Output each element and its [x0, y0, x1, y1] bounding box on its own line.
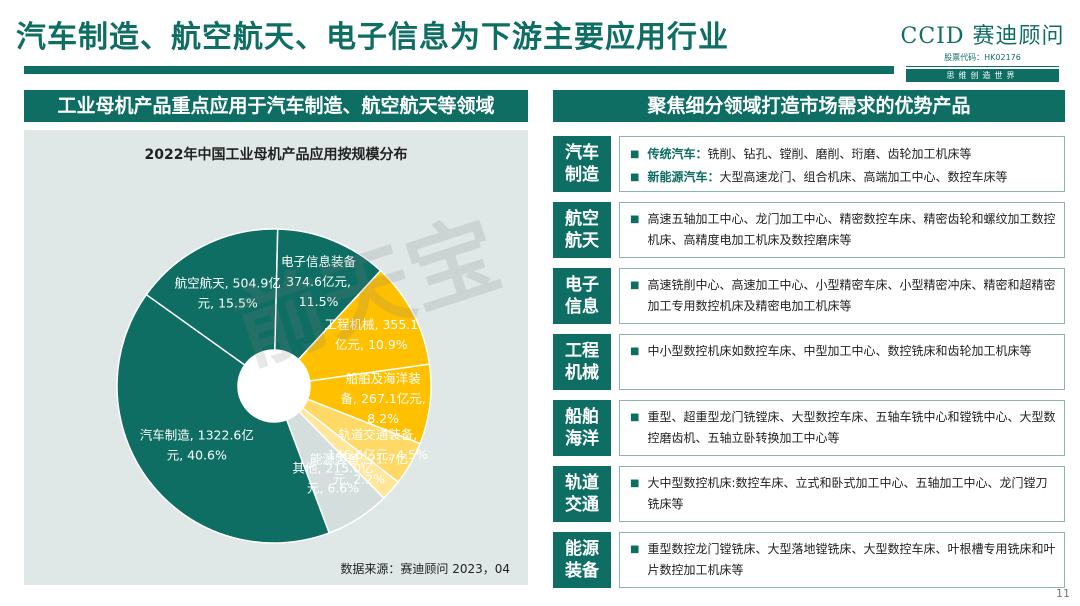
- right-panel-heading: 聚焦细分领域打造市场需求的优势产品: [553, 90, 1065, 122]
- bullet-icon: ■: [630, 172, 640, 183]
- donut-chart: 航空航天, 504.9亿元, 15.5%电子信息装备 374.6亿元, 11.5%工…: [116, 228, 432, 544]
- slice-label: 电子信息装备 374.6亿元, 11.5%: [281, 254, 357, 309]
- slice-label-line: 船舶及海洋装: [346, 371, 421, 386]
- row-item: ■ 高速五轴加工中心、龙门加工中心、精密数控车床、精密齿轮和螺纹加工数控机床、高精…: [630, 209, 1056, 251]
- slice-label-line: 元, 40.6%: [167, 447, 227, 462]
- slice-label-line: 元, 15.5%: [198, 295, 258, 310]
- brand-slogan: 思维创造世界: [906, 69, 1059, 82]
- bullet-icon: ■: [630, 478, 640, 489]
- slice-label-line: 能源装备, 71.7亿: [310, 452, 408, 467]
- application-row: 工程机械 ■ 中小型数控机床如数控车床、中型加工中心、数控铣床和齿轮加工机床等: [553, 334, 1065, 390]
- bullet-icon: ■: [630, 544, 640, 555]
- slice-label-line: 亿元, 10.9%: [335, 337, 408, 352]
- bullet-icon: ■: [630, 412, 640, 423]
- application-row: 能源装备 ■ 重型数控龙门镗铣床、大型落地镗铣床、大型数控车床、叶根槽专用铣床和叶片…: [553, 532, 1065, 588]
- row-item-text: 大型高速龙门、组合机床、高端加工中心、数控车床等: [719, 170, 1008, 184]
- row-label: 船舶海洋: [553, 400, 611, 456]
- application-row: 轨道交通 ■ 大中型数控机床:数控车床、立式和卧式加工中心、五轴加工中心、龙门镗刀铣…: [553, 466, 1065, 522]
- brand-logo: CCID 赛迪顾问 股票代码：HK02176 思维创造世界: [900, 18, 1065, 82]
- bullet-icon: ■: [630, 346, 640, 357]
- row-item: ■ 中小型数控机床如数控车床、中型加工中心、数控铣床和齿轮加工机床等: [630, 341, 1056, 362]
- row-item-text: 重型数控龙门镗铣床、大型落地镗铣床、大型数控车床、叶根槽专用铣床和叶片数控加工机…: [647, 542, 1056, 577]
- application-row: 船舶海洋 ■ 重型、超重型龙门铣镗床、大型数控车床、五轴车铣中心和镗铣中心、大型数控…: [553, 400, 1065, 456]
- slice-label: 工程机械, 355.1 亿元, 10.9%: [325, 317, 419, 352]
- slice-label-line: 8.2%: [367, 411, 399, 426]
- row-item: ■ 大中型数控机床:数控车床、立式和卧式加工中心、五轴加工中心、龙门镗刀铣床等: [630, 473, 1056, 515]
- bullet-icon: ■: [630, 214, 640, 225]
- bullet-icon: ■: [630, 280, 640, 291]
- slice-label-line: 航空航天, 504.9亿: [175, 275, 281, 290]
- row-description: ■ 高速铣削中心、高速加工中心、小型精密车床、小型精密冲床、精密和超精密加工专用数…: [619, 268, 1065, 324]
- bullet-icon: ■: [630, 149, 640, 160]
- row-item: ■ 重型数控龙门镗铣床、大型落地镗铣床、大型数控车床、叶根槽专用铣床和叶片数控加工…: [630, 539, 1056, 581]
- left-panel-heading: 工业母机产品重点应用于汽车制造、航空航天等领域: [24, 90, 528, 122]
- row-description: ■ 高速五轴加工中心、龙门加工中心、精密数控车床、精密齿轮和螺纹加工数控机床、高精…: [619, 202, 1065, 258]
- row-item: ■ 新能源汽车： 大型高速龙门、组合机床、高端加工中心、数控车床等: [630, 166, 1056, 189]
- row-item-text: 重型、超重型龙门铣镗床、大型数控车床、五轴车铣中心和镗铣中心、大型数控磨齿机、五…: [647, 410, 1056, 445]
- row-item-text: 大中型数控机床:数控车床、立式和卧式加工中心、五轴加工中心、龙门镗刀铣床等: [647, 476, 1048, 511]
- data-source: 数据来源：赛迪顾问 2023，04: [340, 562, 510, 576]
- row-item-text: 中小型数控机床如数控车床、中型加工中心、数控铣床和齿轮加工机床等: [647, 344, 1032, 358]
- row-label: 航空航天: [553, 202, 611, 258]
- brand-divider: [906, 66, 1059, 67]
- row-item: ■ 重型、超重型龙门铣镗床、大型数控车床、五轴车铣中心和镗铣中心、大型数控磨齿机、…: [630, 407, 1056, 449]
- row-label: 轨道交通: [553, 466, 611, 522]
- slice-label-line: 元, 2.2%: [333, 472, 385, 487]
- brand-name: CCID 赛迪顾问: [900, 24, 1065, 49]
- pie-chart-panel: 2022年中国工业母机产品应用按规模分布 航空航天, 504.9亿元, 15.5…: [24, 130, 528, 585]
- slice-label-line: 11.5%: [299, 294, 339, 309]
- chart-title: 2022年中国工业母机产品应用按规模分布: [144, 147, 408, 163]
- slice-label-line: 元, 6.6%: [307, 481, 359, 496]
- slice-label: 汽车制造, 1322.6亿元, 40.6%: [140, 427, 254, 462]
- slice-label: 能源装备, 71.7亿元, 2.2%: [310, 452, 408, 487]
- page-title: 汽车制造、航空航天、电子信息为下游主要应用行业: [16, 20, 729, 55]
- application-row: 电子信息 ■ 高速铣削中心、高速加工中心、小型精密车床、小型精密冲床、精密和超精密加…: [553, 268, 1065, 324]
- row-description: ■ 重型数控龙门镗铣床、大型落地镗铣床、大型数控车床、叶根槽专用铣床和叶片数控加工…: [619, 532, 1065, 588]
- row-label: 能源装备: [553, 532, 611, 588]
- row-description: ■ 传统汽车： 铣削、钻孔、镗削、磨削、珩磨、齿轮加工机床等 ■ 新能源汽车： 大型高速龙…: [619, 136, 1065, 192]
- row-item: ■ 传统汽车： 铣削、钻孔、镗削、磨削、珩磨、齿轮加工机床等: [630, 143, 1056, 166]
- slice-label-line: 汽车制造, 1322.6亿: [140, 427, 254, 442]
- row-description: ■ 中小型数控机床如数控车床、中型加工中心、数控铣床和齿轮加工机床等: [619, 334, 1065, 390]
- row-item-text: 高速五轴加工中心、龙门加工中心、精密数控车床、精密齿轮和螺纹加工数控机床、高精度…: [647, 212, 1056, 247]
- slice-label-line: 其他, 215.0亿: [292, 461, 373, 476]
- row-item-key: 新能源汽车：: [647, 170, 720, 184]
- slice-label: 航空航天, 504.9亿元, 15.5%: [175, 275, 281, 310]
- application-row: 汽车制造 ■ 传统汽车： 铣削、钻孔、镗削、磨削、珩磨、齿轮加工机床等 ■ 新能源汽车：大…: [553, 136, 1065, 192]
- row-description: ■ 重型、超重型龙门铣镗床、大型数控车床、五轴车铣中心和镗铣中心、大型数控磨齿机、…: [619, 400, 1065, 456]
- row-item-text: 高速铣削中心、高速加工中心、小型精密车床、小型精密冲床、精密和超精密加工专用数控…: [647, 278, 1056, 313]
- row-label: 工程机械: [553, 334, 611, 390]
- row-label: 电子信息: [553, 268, 611, 324]
- slice-label: 船舶及海洋装备, 267.1亿元, 8.2%: [341, 371, 426, 426]
- application-row: 航空航天 ■ 高速五轴加工中心、龙门加工中心、精密数控车床、精密齿轮和螺纹加工数控机…: [553, 202, 1065, 258]
- slice-label-line: 374.6亿元,: [286, 274, 351, 289]
- slice-label: 轨道交通装备, 146.6亿元, 4.5%: [327, 427, 428, 462]
- slice-label-line: 工程机械, 355.1: [325, 317, 419, 332]
- row-description: ■ 大中型数控机床:数控车床、立式和卧式加工中心、五轴加工中心、龙门镗刀铣床等: [619, 466, 1065, 522]
- brand-stock-code: 股票代码：HK02176: [944, 53, 1021, 62]
- row-item-text: 铣削、钻孔、镗削、磨削、珩磨、齿轮加工机床等: [707, 147, 972, 161]
- row-item: ■ 高速铣削中心、高速加工中心、小型精密车床、小型精密冲床、精密和超精密加工专用数…: [630, 275, 1056, 317]
- slice-label-line: 备, 267.1亿元,: [341, 391, 426, 406]
- slice-label-line: 电子信息装备: [281, 254, 357, 269]
- title-underline: [24, 66, 894, 74]
- slice-label-line: 146.6亿元, 4.5%: [327, 447, 428, 462]
- row-item-key: 传统汽车：: [647, 147, 708, 161]
- slice-label: 其他, 215.0亿元, 6.6%: [292, 461, 373, 496]
- row-label: 汽车制造: [553, 136, 611, 192]
- donut-hole: [238, 350, 310, 422]
- slice-label-line: 轨道交通装备,: [338, 427, 417, 442]
- page-number: 11: [1056, 587, 1070, 600]
